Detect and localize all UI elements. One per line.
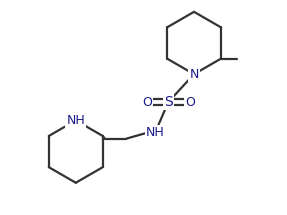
Text: S: S — [164, 95, 172, 109]
Text: NH: NH — [66, 114, 85, 127]
Text: O: O — [142, 96, 152, 109]
Text: O: O — [185, 96, 195, 109]
Text: NH: NH — [146, 126, 165, 139]
Text: N: N — [189, 68, 199, 81]
